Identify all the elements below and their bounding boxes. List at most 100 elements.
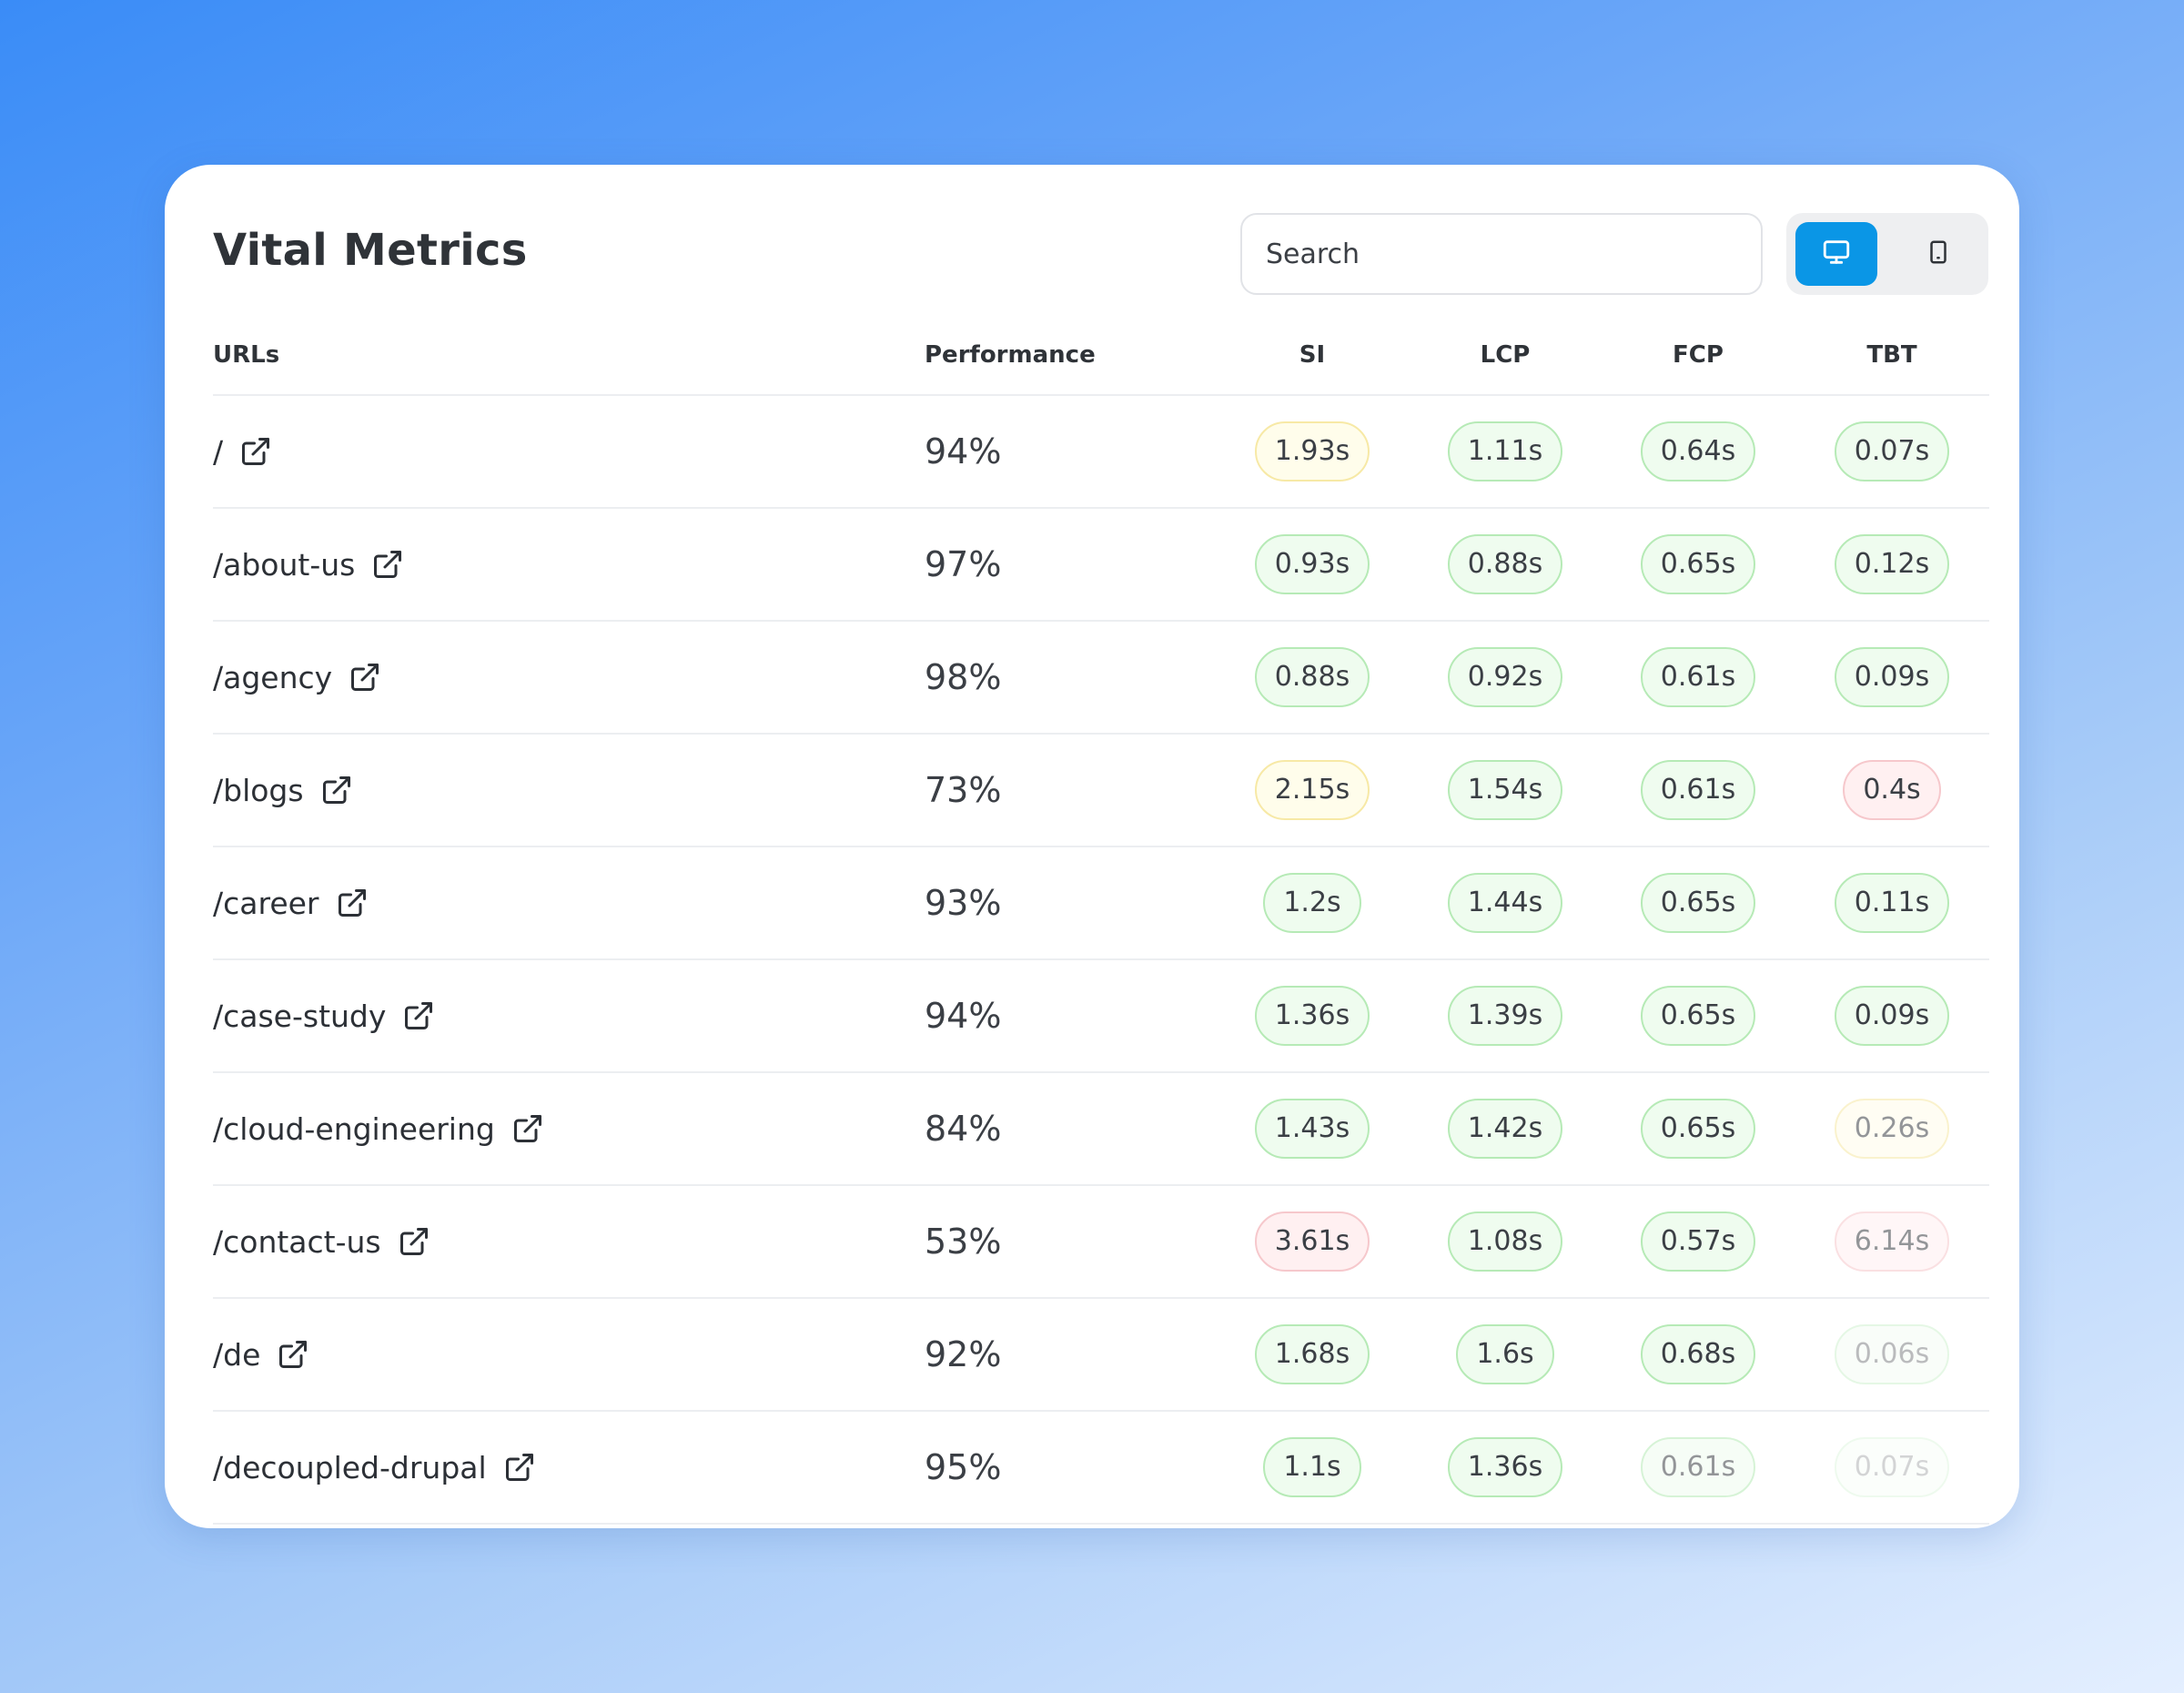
column-header-urls[interactable]: URLs <box>213 316 925 396</box>
lcp-badge: 1.54s <box>1447 760 1563 820</box>
tbt-cell: 0.26s <box>1795 1072 1989 1186</box>
url-text[interactable]: /case-study <box>213 998 387 1034</box>
search-input[interactable] <box>1240 213 1763 295</box>
tbt-cell: 0.06s <box>1795 1298 1989 1412</box>
column-header-si[interactable]: SI <box>1216 316 1409 396</box>
tbt-cell: 0.4s <box>1795 734 1989 847</box>
lcp-cell: 1.08s <box>1409 1185 1602 1299</box>
fcp-cell: 0.65s <box>1602 1072 1795 1186</box>
si-badge: 1.68s <box>1254 1324 1370 1384</box>
table-header-row: URLs Performance SI LCP FCP TBT <box>213 316 1989 396</box>
si-badge: 3.61s <box>1254 1211 1370 1272</box>
url-text[interactable]: /decoupled-drupal <box>213 1449 487 1485</box>
lcp-cell: 1.36s <box>1409 1411 1602 1525</box>
lcp-badge: 1.08s <box>1447 1211 1563 1272</box>
lcp-badge: 1.6s <box>1456 1324 1554 1384</box>
column-header-lcp[interactable]: LCP <box>1409 316 1602 396</box>
external-link-icon[interactable] <box>277 1338 309 1371</box>
lcp-cell: 1.39s <box>1409 959 1602 1073</box>
url-cell: /decoupled-drupal <box>213 1411 925 1525</box>
tbt-badge: 0.09s <box>1834 647 1950 707</box>
url-link[interactable]: /career <box>213 886 369 921</box>
url-link[interactable]: /blogs <box>213 773 353 808</box>
tbt-badge: 6.14s <box>1834 1211 1950 1272</box>
column-header-fcp[interactable]: FCP <box>1602 316 1795 396</box>
url-link[interactable]: /de <box>213 1337 309 1373</box>
url-text[interactable]: /contact-us <box>213 1223 381 1260</box>
mobile-icon <box>1925 238 1952 269</box>
external-link-icon[interactable] <box>371 548 404 581</box>
external-link-icon[interactable] <box>503 1451 536 1484</box>
fcp-cell: 0.61s <box>1602 734 1795 847</box>
si-badge: 0.88s <box>1254 647 1370 707</box>
tbt-badge: 0.07s <box>1834 1437 1950 1497</box>
column-header-performance[interactable]: Performance <box>925 316 1216 396</box>
fcp-badge: 0.61s <box>1640 647 1756 707</box>
si-cell: 1.43s <box>1216 1072 1409 1186</box>
performance-score: 53% <box>925 1185 1216 1299</box>
fcp-badge: 0.64s <box>1640 421 1756 482</box>
url-link[interactable]: /about-us <box>213 547 404 583</box>
tbt-badge: 0.09s <box>1834 986 1950 1046</box>
url-text[interactable]: /cloud-engineering <box>213 1110 495 1147</box>
tbt-cell: 0.07s <box>1795 1411 1989 1525</box>
fcp-badge: 0.65s <box>1640 534 1756 594</box>
url-text[interactable]: / <box>213 433 224 470</box>
fcp-badge: 0.68s <box>1640 1324 1756 1384</box>
url-link[interactable]: /agency <box>213 660 381 695</box>
url-cell: /about-us <box>213 508 925 622</box>
external-link-icon[interactable] <box>349 661 381 694</box>
external-link-icon[interactable] <box>320 774 353 806</box>
fcp-cell: 0.64s <box>1602 395 1795 509</box>
table-row: /case-study 94% 1.36s 1.39s 0.65s 0.09s <box>213 959 1989 1073</box>
fcp-cell: 0.65s <box>1602 508 1795 622</box>
url-link[interactable]: /cloud-engineering <box>213 1111 544 1147</box>
metrics-table: URLs Performance SI LCP FCP TBT / 94% 1.93… <box>213 316 1989 1525</box>
url-text[interactable]: /agency <box>213 659 333 695</box>
external-link-icon[interactable] <box>398 1225 430 1258</box>
url-text[interactable]: /de <box>213 1336 261 1373</box>
external-link-icon[interactable] <box>402 999 435 1032</box>
si-badge: 2.15s <box>1254 760 1370 820</box>
fcp-badge: 0.57s <box>1640 1211 1756 1272</box>
lcp-cell: 0.88s <box>1409 508 1602 622</box>
table-row: /contact-us 53% 3.61s 1.08s 0.57s 6.14s <box>213 1185 1989 1299</box>
performance-score: 94% <box>925 395 1216 509</box>
column-header-tbt[interactable]: TBT <box>1795 316 1989 396</box>
url-cell: /contact-us <box>213 1185 925 1299</box>
fcp-cell: 0.61s <box>1602 621 1795 735</box>
lcp-badge: 1.11s <box>1447 421 1563 482</box>
external-link-icon[interactable] <box>336 887 369 919</box>
fcp-badge: 0.61s <box>1640 760 1756 820</box>
vital-metrics-card: Vital Metrics <box>165 165 2019 1528</box>
url-link[interactable]: /case-study <box>213 999 435 1034</box>
desktop-icon <box>1821 237 1852 271</box>
tbt-badge: 0.06s <box>1834 1324 1950 1384</box>
lcp-cell: 0.92s <box>1409 621 1602 735</box>
url-text[interactable]: /blogs <box>213 772 304 808</box>
device-toggle <box>1786 213 1988 295</box>
url-link[interactable]: /decoupled-drupal <box>213 1450 536 1485</box>
si-badge: 1.93s <box>1254 421 1370 482</box>
tbt-cell: 0.09s <box>1795 621 1989 735</box>
url-link[interactable]: /contact-us <box>213 1224 430 1260</box>
desktop-view-button[interactable] <box>1795 222 1877 286</box>
lcp-badge: 1.44s <box>1447 873 1563 933</box>
url-link[interactable]: / <box>213 434 272 470</box>
url-text[interactable]: /career <box>213 885 319 921</box>
fcp-badge: 0.65s <box>1640 1099 1756 1159</box>
table-row: /blogs 73% 2.15s 1.54s 0.61s 0.4s <box>213 734 1989 847</box>
table-row: /career 93% 1.2s 1.44s 0.65s 0.11s <box>213 846 1989 960</box>
url-cell: /cloud-engineering <box>213 1072 925 1186</box>
mobile-view-button[interactable] <box>1897 222 1979 286</box>
si-badge: 1.2s <box>1263 873 1361 933</box>
external-link-icon[interactable] <box>239 435 272 468</box>
fcp-badge: 0.65s <box>1640 873 1756 933</box>
url-cell: /blogs <box>213 734 925 847</box>
fcp-cell: 0.65s <box>1602 959 1795 1073</box>
external-link-icon[interactable] <box>511 1112 544 1145</box>
tbt-cell: 0.07s <box>1795 395 1989 509</box>
si-cell: 1.1s <box>1216 1411 1409 1525</box>
url-text[interactable]: /about-us <box>213 546 356 583</box>
